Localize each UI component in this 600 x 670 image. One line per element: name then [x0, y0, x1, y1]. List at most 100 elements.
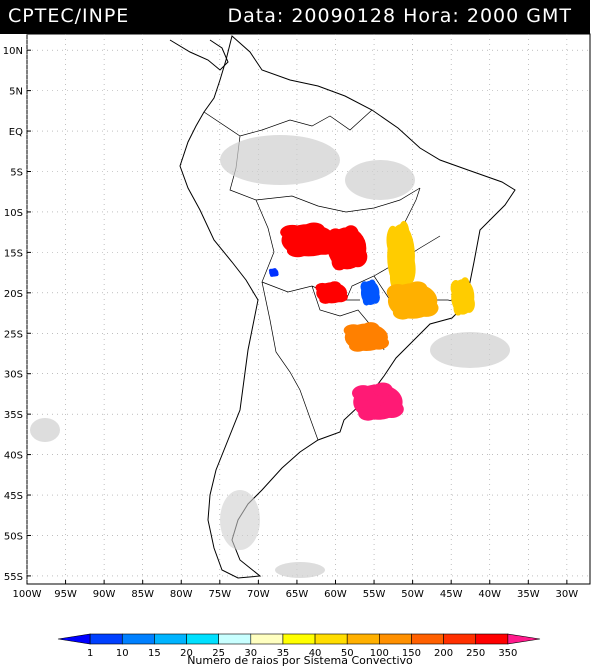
lon-tick-label: 40W	[478, 589, 501, 600]
lat-tick-label: 50S	[4, 531, 23, 542]
lat-tick-label: 5S	[10, 168, 23, 179]
convective-systems	[268, 220, 475, 421]
colorbar-segment	[314, 633, 348, 645]
colorbar-label: 200	[434, 648, 453, 659]
agency-label: CPTEC/INPE	[8, 5, 130, 27]
lon-tick-label: 75W	[208, 589, 231, 600]
convective-cell	[332, 291, 348, 303]
datetime-label: Data: 20090128 Hora: 2000 GMT	[227, 5, 572, 27]
convective-cell	[372, 382, 393, 397]
colorbar-segment	[282, 633, 316, 645]
convective-cell	[303, 222, 325, 236]
lon-tick-label: 85W	[131, 589, 154, 600]
central-america-coastline	[169, 39, 229, 71]
convective-cell	[386, 225, 399, 255]
colorbar-segment	[218, 633, 252, 645]
convective-cell	[450, 279, 462, 296]
lat-tick-label: 30S	[4, 370, 23, 381]
convective-cell	[362, 322, 380, 334]
lat-tick-label: 35S	[4, 410, 23, 421]
lat-tick-label: 40S	[4, 451, 23, 462]
convective-cell	[379, 400, 404, 419]
colorbar-segment	[121, 633, 155, 645]
cloud-patch	[220, 490, 260, 550]
colorbar-segment	[346, 633, 380, 645]
convective-cell	[360, 281, 369, 293]
convective-cell	[274, 272, 279, 277]
lat-tick-label: EQ	[9, 127, 23, 138]
convective-cell	[319, 295, 332, 304]
colorbar-label: 250	[466, 648, 485, 659]
map-frame	[26, 33, 591, 585]
convective-cell	[463, 295, 475, 313]
lat-tick-label: 10S	[4, 208, 23, 219]
latitude-labels: 10N 5N EQ 5S 10S 15S 20S 25S 30S 35S 40S 45S 50S 55S	[3, 46, 31, 583]
convective-cell	[272, 268, 277, 272]
convective-cell	[401, 253, 416, 286]
convective-cell	[286, 244, 309, 258]
convective-cell	[358, 406, 378, 421]
colorbar-label: 10	[116, 648, 129, 659]
convective-cell	[368, 279, 376, 290]
lon-tick-label: 60W	[324, 589, 347, 600]
lon-tick-label: 30W	[556, 589, 579, 600]
convective-cell	[331, 253, 348, 271]
convective-cell	[367, 335, 390, 350]
lat-tick-label: 15S	[4, 248, 23, 259]
colorbar-label: 100	[370, 648, 389, 659]
convective-cell	[280, 224, 305, 240]
convective-cell	[392, 305, 413, 320]
title-bar: CPTEC/INPE Data: 20090128 Hora: 2000 GMT	[0, 0, 590, 34]
convective-cell	[349, 340, 367, 352]
convective-cell	[343, 324, 364, 337]
convective-cell	[328, 281, 341, 290]
longitude-labels: 100W 95W 90W 85W 80W 75W 70W 65W 60W 55W 50W 45W 40W…	[13, 580, 579, 600]
colorbar-label: 30	[244, 648, 257, 659]
colorbar-label: 15	[148, 648, 161, 659]
colorbar-label: 50	[341, 648, 354, 659]
colorbar-label: 20	[180, 648, 193, 659]
convective-cell	[326, 228, 345, 248]
colorbar-segment	[507, 633, 541, 645]
colorbar-segment	[250, 633, 284, 645]
convective-cell	[413, 299, 439, 317]
convective-cell	[389, 264, 402, 291]
colorbar-label: 35	[277, 648, 290, 659]
cloud-patch	[430, 332, 510, 368]
lat-tick-label: 5N	[9, 87, 23, 98]
convective-cell	[268, 268, 274, 273]
lon-tick-label: 95W	[54, 589, 77, 600]
lon-tick-label: 50W	[401, 589, 424, 600]
lon-tick-label: 45W	[440, 589, 463, 600]
cloud-cover	[30, 135, 510, 578]
convective-cell	[460, 277, 470, 292]
convective-cell	[351, 385, 375, 402]
convective-cell	[343, 225, 359, 243]
convective-cell	[362, 295, 371, 306]
lat-tick-label: 20S	[4, 289, 23, 300]
convective-cell	[315, 282, 330, 293]
convective-cell	[370, 291, 380, 304]
colorbar-caption: Numero de raios por Sistema Convectivo	[187, 654, 413, 667]
convective-cell	[386, 284, 409, 301]
convective-cell	[407, 281, 428, 296]
colorbar-label: 25	[212, 648, 225, 659]
cloud-patch	[220, 135, 340, 185]
lat-tick-label: 45S	[4, 491, 23, 502]
colorbar-segment	[186, 633, 219, 645]
colorbar-segment	[154, 633, 187, 645]
colorbar-segment	[57, 633, 91, 645]
convective-cell	[270, 273, 274, 277]
colorbar-segment	[475, 633, 509, 645]
convective-cell	[453, 301, 463, 316]
convective-cell	[398, 220, 410, 247]
cloud-patch	[30, 418, 60, 442]
colorbar: 1 10 15 20 25 30 35 40 50 100 150 200 250 350	[57, 633, 541, 659]
lon-tick-label: 80W	[170, 589, 193, 600]
lat-tick-label: 55S	[4, 572, 23, 583]
lon-tick-label: 55W	[363, 589, 386, 600]
colorbar-label: 40	[309, 648, 322, 659]
lon-tick-label: 35W	[517, 589, 540, 600]
convective-cell	[348, 246, 368, 268]
